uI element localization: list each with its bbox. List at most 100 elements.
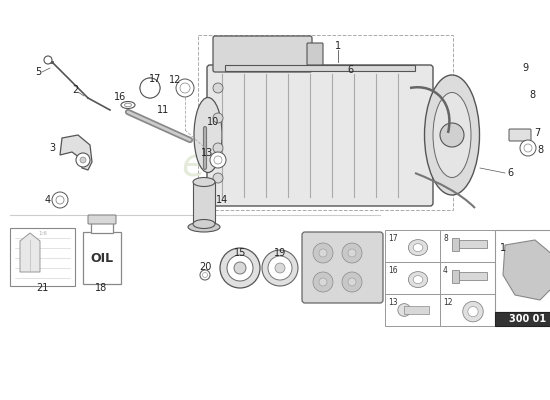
Bar — [225, 65, 415, 71]
Circle shape — [140, 78, 160, 98]
Text: 8: 8 — [443, 234, 448, 243]
Bar — [385, 294, 440, 326]
Text: 3: 3 — [49, 143, 55, 153]
Bar — [440, 230, 495, 262]
Bar — [404, 306, 429, 314]
Circle shape — [463, 301, 483, 322]
Circle shape — [52, 192, 68, 208]
Ellipse shape — [194, 98, 222, 172]
Circle shape — [180, 83, 190, 93]
Ellipse shape — [144, 82, 156, 94]
Text: 1: 1 — [500, 243, 506, 253]
FancyBboxPatch shape — [307, 43, 323, 65]
Ellipse shape — [413, 276, 423, 284]
Circle shape — [468, 306, 478, 317]
Circle shape — [227, 255, 253, 281]
FancyBboxPatch shape — [213, 36, 312, 72]
Text: 12: 12 — [443, 298, 453, 307]
Ellipse shape — [121, 102, 135, 108]
Text: 17: 17 — [388, 234, 398, 243]
Circle shape — [213, 83, 223, 93]
Bar — [91, 222, 113, 233]
FancyBboxPatch shape — [302, 232, 383, 303]
Circle shape — [520, 140, 536, 156]
Text: 17: 17 — [149, 74, 161, 84]
Circle shape — [524, 144, 532, 152]
Bar — [495, 312, 550, 326]
Text: 300 01: 300 01 — [509, 314, 546, 324]
Circle shape — [80, 157, 86, 163]
Polygon shape — [390, 238, 418, 252]
Circle shape — [342, 243, 362, 263]
Circle shape — [140, 78, 160, 98]
Text: 9: 9 — [522, 63, 528, 73]
Ellipse shape — [398, 304, 411, 316]
Circle shape — [213, 143, 223, 153]
FancyBboxPatch shape — [88, 215, 116, 224]
Ellipse shape — [413, 244, 423, 252]
Text: 21: 21 — [36, 283, 48, 293]
Circle shape — [319, 249, 327, 257]
Ellipse shape — [193, 220, 215, 228]
Circle shape — [262, 250, 298, 286]
Ellipse shape — [425, 75, 480, 195]
Circle shape — [44, 56, 52, 64]
Bar — [385, 230, 440, 262]
Ellipse shape — [200, 270, 210, 280]
Text: 2: 2 — [72, 85, 78, 95]
FancyBboxPatch shape — [509, 129, 531, 141]
Polygon shape — [452, 238, 459, 251]
Ellipse shape — [124, 103, 131, 107]
Polygon shape — [20, 233, 40, 272]
Text: 14: 14 — [216, 195, 228, 205]
Circle shape — [176, 79, 194, 97]
Bar — [495, 230, 550, 312]
Bar — [459, 272, 487, 280]
Circle shape — [348, 249, 356, 257]
Text: 11: 11 — [157, 105, 169, 115]
Circle shape — [319, 278, 327, 286]
Text: OIL: OIL — [90, 252, 113, 264]
Circle shape — [213, 173, 223, 183]
Text: 15: 15 — [234, 248, 246, 258]
Circle shape — [145, 83, 155, 93]
Text: 6: 6 — [347, 65, 353, 75]
Polygon shape — [60, 135, 92, 170]
Circle shape — [220, 248, 260, 288]
Circle shape — [234, 262, 246, 274]
Text: 8: 8 — [529, 90, 535, 100]
Circle shape — [313, 243, 333, 263]
Bar — [459, 240, 487, 248]
Text: 20: 20 — [199, 262, 211, 272]
Ellipse shape — [193, 178, 215, 186]
Ellipse shape — [188, 222, 220, 232]
Ellipse shape — [433, 92, 471, 178]
Text: 7: 7 — [534, 128, 540, 138]
Circle shape — [348, 278, 356, 286]
FancyBboxPatch shape — [10, 228, 75, 286]
Text: 13: 13 — [388, 298, 398, 307]
Text: 10: 10 — [207, 117, 219, 127]
Text: 19: 19 — [274, 248, 286, 258]
Polygon shape — [503, 240, 550, 300]
Circle shape — [275, 263, 285, 273]
Text: 5: 5 — [35, 67, 41, 77]
Circle shape — [213, 113, 223, 123]
Text: 13: 13 — [201, 148, 213, 158]
Text: 1:6: 1:6 — [38, 231, 47, 236]
FancyBboxPatch shape — [207, 65, 433, 206]
Text: 4: 4 — [443, 266, 448, 275]
Ellipse shape — [409, 240, 427, 256]
Ellipse shape — [409, 272, 427, 288]
Text: a parts specialist: a parts specialist — [207, 186, 373, 204]
Text: 16: 16 — [388, 266, 398, 275]
Bar — [198, 35, 453, 210]
Bar — [385, 262, 440, 294]
Circle shape — [76, 153, 90, 167]
Ellipse shape — [202, 272, 207, 278]
Circle shape — [313, 272, 333, 292]
Circle shape — [268, 256, 292, 280]
Text: 16: 16 — [114, 92, 126, 102]
Polygon shape — [452, 270, 459, 283]
Text: 1: 1 — [335, 41, 341, 51]
